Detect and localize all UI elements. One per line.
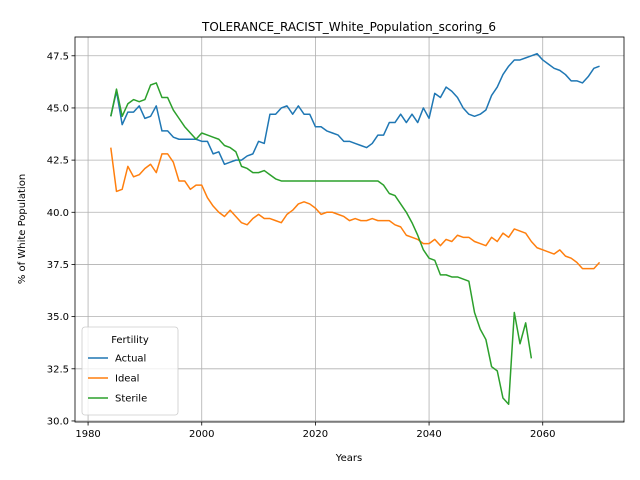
y-tick-label: 40.0 [47,208,69,219]
y-axis-label: % of White Population [17,174,28,284]
y-tick-label: 32.5 [47,364,69,375]
series-line-actual [110,52,600,166]
series-line-sterile [110,82,533,406]
legend-label-sterile: Sterile [115,394,147,405]
legend-label-actual: Actual [115,354,146,365]
legend: Fertility Actual Ideal Sterile [81,326,179,416]
chart-title: TOLERANCE_RACIST_White_Population_scorin… [201,20,496,34]
legend-box [81,326,179,416]
y-tick-label: 35.0 [47,312,69,323]
series-line-ideal [110,147,601,270]
x-tick-label: 1980 [75,429,100,440]
x-tick-label: 2060 [530,429,555,440]
legend-label-ideal: Ideal [115,374,139,385]
x-axis-label: Years [335,453,362,464]
y-tick-label: 47.5 [47,51,69,62]
grid [75,37,624,422]
y-tick-label: 30.0 [47,416,69,427]
x-tick-label: 2000 [189,429,214,440]
series-lines [110,52,601,406]
x-tick-label: 2040 [416,429,441,440]
y-tick-label: 42.5 [47,156,69,167]
legend-title: Fertility [111,335,149,346]
y-tick-label: 45.0 [47,103,69,114]
plot-frame [74,36,625,423]
x-tick-label: 2020 [303,429,328,440]
y-tick-label: 37.5 [47,260,69,271]
axis-ticks: 1980 2000 2020 2040 2060 30.0 32.5 35.0 37.5 40.0… [47,51,556,440]
